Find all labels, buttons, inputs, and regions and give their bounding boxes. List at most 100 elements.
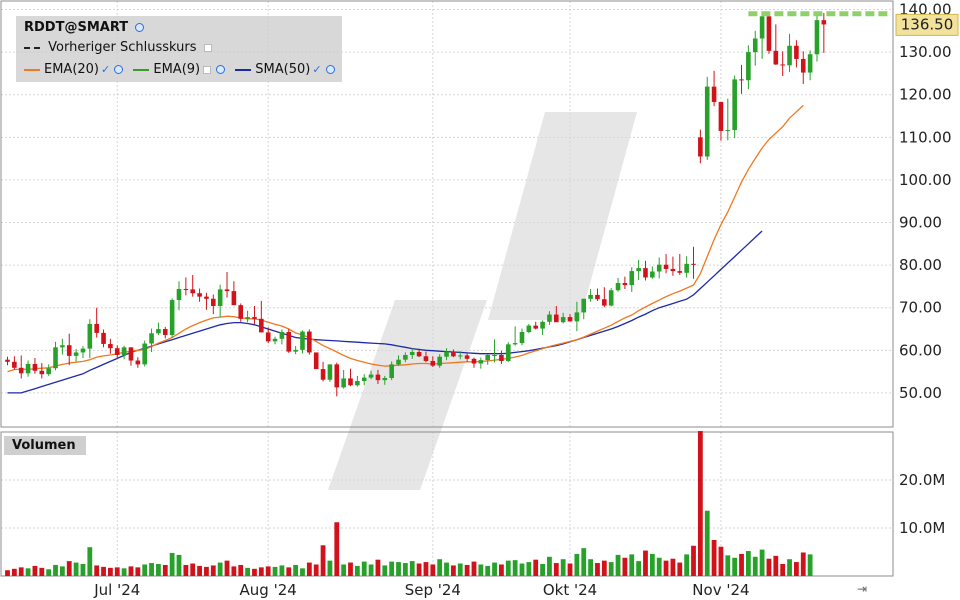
price-tick-label: 70.00 — [899, 299, 942, 317]
scroll-right-arrow[interactable]: ⇥ — [857, 582, 867, 596]
dashed-line-swatch-icon — [24, 46, 40, 49]
last-price-value: 136.50 — [901, 15, 954, 33]
candle-body — [416, 352, 422, 357]
volume-bar — [711, 540, 717, 576]
volume-bar — [560, 559, 566, 576]
candle-body — [368, 374, 374, 378]
candle-body — [114, 348, 120, 356]
candle-body — [183, 288, 189, 290]
time-tick-label: Jul '24 — [93, 581, 140, 599]
candle-body — [499, 355, 504, 361]
candle-body — [588, 294, 593, 299]
volume-bar — [471, 561, 477, 576]
price-tick-label: 110.00 — [899, 128, 952, 146]
ema20-check-icon[interactable]: ✓ — [101, 63, 111, 76]
candle-body — [334, 364, 340, 388]
candle-body — [423, 356, 429, 361]
volume-bar — [327, 560, 333, 576]
candle-body — [142, 343, 147, 365]
volume-bar — [272, 566, 278, 576]
volume-bar — [11, 568, 17, 576]
volume-bar — [313, 564, 319, 576]
symbol-label: RDDT@SMART — [24, 20, 129, 35]
candle-body — [608, 290, 614, 306]
volume-bar — [581, 548, 587, 576]
candle-body — [807, 54, 813, 73]
candle-body — [238, 305, 244, 319]
volume-bar — [540, 564, 545, 576]
symbol-settings-icon[interactable] — [134, 23, 144, 32]
candle-body — [684, 263, 689, 273]
volume-bar — [800, 552, 806, 576]
volume-tick-label: 10.0M — [899, 519, 945, 537]
volume-bar — [286, 567, 292, 576]
candle-body — [224, 289, 230, 292]
volume-bar — [794, 562, 799, 576]
volume-bar — [162, 564, 168, 576]
volume-bar — [533, 559, 539, 576]
ema20-swatch-icon — [24, 68, 40, 71]
sma50-settings-icon[interactable] — [325, 65, 335, 74]
volume-bar — [656, 557, 662, 576]
volume-bar — [293, 564, 299, 576]
volume-bar — [183, 564, 189, 576]
candle-body — [533, 325, 539, 329]
candle-body — [547, 314, 552, 322]
candle-body — [526, 325, 532, 333]
candle-body — [540, 321, 545, 329]
candle-body — [128, 347, 134, 361]
sma50-check-icon[interactable]: ✓ — [312, 63, 322, 76]
candle-body — [5, 359, 10, 362]
prev-close-toggle-checkbox[interactable] — [203, 43, 212, 52]
volume-bar — [505, 560, 511, 576]
ema20-settings-icon[interactable] — [114, 65, 124, 74]
volume-bar — [190, 563, 196, 576]
candle-body — [121, 347, 127, 356]
volume-bar — [759, 549, 765, 576]
candle-body — [176, 288, 182, 301]
candle-body — [361, 377, 367, 381]
volume-bar — [691, 545, 696, 576]
volume-bar — [402, 563, 408, 576]
volume-bar — [135, 567, 141, 576]
candle-body — [18, 367, 24, 374]
volume-bar — [238, 564, 244, 576]
candle-body — [739, 79, 744, 81]
ema9-toggle-checkbox[interactable] — [203, 65, 212, 74]
ema9-settings-icon[interactable] — [216, 65, 226, 74]
volume-axis: 10.0M 20.0M — [899, 471, 945, 537]
volume-bar — [176, 554, 182, 576]
candle-body — [437, 356, 442, 366]
candle-body — [430, 360, 436, 366]
candle-body — [821, 20, 827, 25]
volume-grid — [1, 432, 893, 576]
candle-body — [629, 271, 635, 286]
candle-body — [752, 38, 758, 53]
candle-body — [656, 264, 662, 272]
volume-bar — [601, 560, 607, 576]
volume-bar — [53, 564, 58, 576]
candle-body — [464, 355, 470, 359]
candle-body — [478, 360, 484, 364]
volume-bar — [787, 559, 792, 576]
volume-bar — [663, 560, 669, 576]
volume-bar — [361, 561, 367, 576]
volume-bar — [519, 563, 525, 576]
price-tick-label: 90.00 — [899, 214, 942, 232]
volume-bar — [128, 566, 134, 576]
candle-body — [691, 263, 696, 265]
price-tick-label: 120.00 — [899, 86, 952, 104]
candle-body — [574, 312, 580, 322]
volume-bar — [670, 558, 676, 576]
volume-bar — [780, 564, 786, 576]
candle-body — [554, 314, 559, 323]
candle-body — [622, 283, 628, 286]
volume-bar — [807, 554, 813, 576]
candle-body — [636, 268, 641, 272]
volume-bar — [59, 566, 65, 576]
candle-body — [650, 271, 655, 278]
volume-bar — [320, 545, 326, 576]
volume-bar — [745, 551, 751, 576]
volume-bar — [478, 564, 484, 576]
price-tick-label: 50.00 — [899, 384, 942, 402]
